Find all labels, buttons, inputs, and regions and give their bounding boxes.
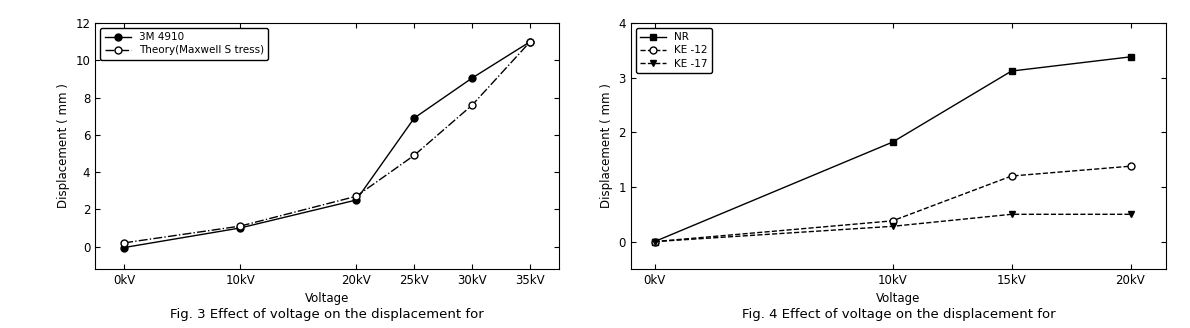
3M 4910 xyxy=(349,198,363,202)
KE -17 xyxy=(647,240,662,244)
X-axis label: Voltage: Voltage xyxy=(305,292,350,305)
3M 4910 xyxy=(407,116,421,120)
KE -17 xyxy=(1123,212,1138,216)
Line: KE -17: KE -17 xyxy=(651,211,1134,245)
Theory(Maxwell S tress) xyxy=(465,103,480,107)
Line: NR: NR xyxy=(651,53,1134,245)
Line: KE -12: KE -12 xyxy=(651,163,1134,245)
Theory(Maxwell S tress) xyxy=(407,153,421,157)
Theory(Maxwell S tress) xyxy=(524,40,538,44)
NR xyxy=(1004,69,1019,73)
Text: Fig. 4 Effect of voltage on the displacement for: Fig. 4 Effect of voltage on the displace… xyxy=(741,308,1056,321)
Legend: NR, KE -12, KE -17: NR, KE -12, KE -17 xyxy=(635,28,712,73)
3M 4910 xyxy=(233,226,248,230)
KE -17 xyxy=(885,224,900,228)
X-axis label: Voltage: Voltage xyxy=(876,292,921,305)
NR xyxy=(647,240,662,244)
Theory(Maxwell S tress) xyxy=(349,194,363,198)
KE -12 xyxy=(885,219,900,223)
KE -12 xyxy=(1123,164,1138,168)
Theory(Maxwell S tress) xyxy=(233,224,248,228)
Line: Theory(Maxwell S tress): Theory(Maxwell S tress) xyxy=(120,38,534,246)
Y-axis label: Displacement ( mm ): Displacement ( mm ) xyxy=(600,84,613,208)
Theory(Maxwell S tress) xyxy=(117,241,131,245)
KE -12 xyxy=(647,240,662,244)
3M 4910 xyxy=(465,76,480,80)
Legend: 3M 4910, Theory(Maxwell S tress): 3M 4910, Theory(Maxwell S tress) xyxy=(100,28,268,60)
KE -17 xyxy=(1004,212,1019,216)
3M 4910 xyxy=(524,40,538,44)
Line: 3M 4910: 3M 4910 xyxy=(120,38,534,251)
3M 4910 xyxy=(117,246,131,250)
Text: Fig. 3 Effect of voltage on the displacement for: Fig. 3 Effect of voltage on the displace… xyxy=(170,308,484,321)
Y-axis label: Displacement ( mm ): Displacement ( mm ) xyxy=(57,84,70,208)
NR xyxy=(885,140,900,144)
NR xyxy=(1123,55,1138,59)
KE -12 xyxy=(1004,174,1019,178)
